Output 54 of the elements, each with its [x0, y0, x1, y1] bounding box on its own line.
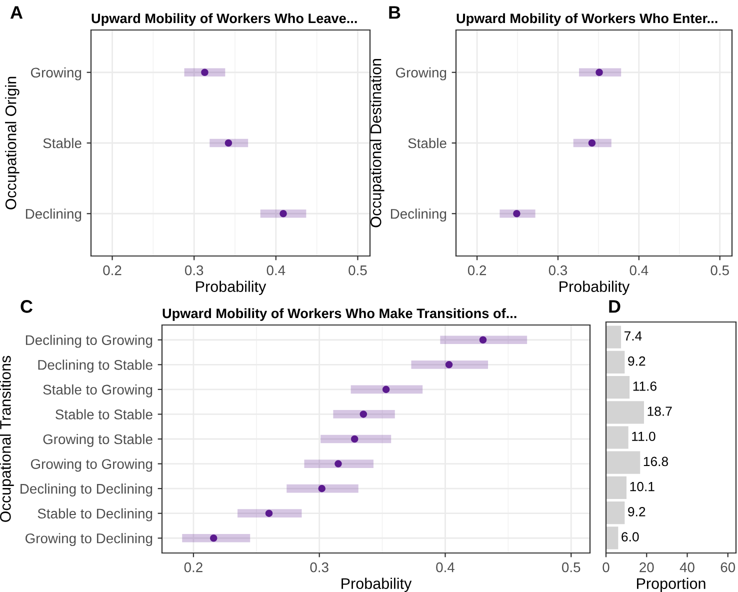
chart-title: Upward Mobility of Workers Who Leave...	[92, 13, 357, 26]
y-tick-label: Declining	[26, 208, 82, 222]
y-tick-label: Declining	[390, 208, 446, 222]
x-axis-title: Probability	[560, 280, 630, 295]
data-label: 6.0	[622, 532, 639, 542]
x-axis-title: Probability	[342, 578, 412, 592]
x-tick-label: 0.2	[103, 265, 122, 276]
x-tick-label: 0.5	[562, 562, 580, 572]
x-tick-label: 40	[680, 562, 694, 572]
y-tick-label: Growing	[396, 67, 446, 80]
data-label: 16.8	[644, 456, 668, 466]
text: B	[389, 6, 400, 19]
chart-title: Upward Mobility of Workers Who Enter...	[456, 13, 718, 26]
x-tick-label: 0.5	[348, 265, 367, 276]
x-tick-label: 0.3	[310, 562, 328, 572]
y-tick-label: Declining to Growing	[26, 334, 152, 348]
y-tick-label: Stable to Stable	[56, 409, 152, 420]
text: D	[609, 300, 620, 313]
x-tick-label: 0.3	[548, 265, 568, 276]
y-tick-label: Declining to Stable	[38, 360, 152, 373]
x-tick-label: 0.2	[468, 265, 486, 276]
x-tick-label: 0.4	[436, 562, 454, 572]
y-tick-label: Growing	[30, 67, 82, 80]
data-label: 18.7	[648, 406, 672, 416]
y-tick-label: Stable to Declining	[38, 508, 152, 522]
y-tick-label: Stable	[43, 138, 82, 148]
x-tick-label: 20	[640, 562, 654, 572]
data-label: 11.0	[632, 432, 656, 442]
chart-title: Upward Mobility of Workers Who Make Transitions of...	[162, 308, 516, 321]
text: A	[10, 6, 23, 19]
data-label: 7.4	[624, 331, 642, 340]
data-label: 10.1	[630, 482, 654, 492]
x-tick-label: 0.2	[184, 562, 202, 572]
y-axis-title: Occupational Transitions	[0, 356, 14, 522]
y-tick-label: Growing to Stable	[43, 434, 152, 447]
x-tick-label: 0.4	[266, 265, 286, 276]
y-tick-label: Stable	[408, 138, 446, 148]
y-tick-label: Growing to Declining	[26, 533, 152, 546]
x-tick-label: 0	[602, 562, 610, 572]
x-tick-label: 60	[720, 562, 736, 572]
y-tick-label: Stable to Growing	[43, 384, 152, 398]
x-axis-title: Probability	[196, 280, 266, 295]
data-label: 11.6	[633, 381, 656, 391]
x-axis-title: Proportion	[637, 578, 706, 592]
x-tick-label: 0.3	[184, 265, 204, 276]
text: C	[20, 300, 33, 313]
x-tick-label: 0.4	[630, 265, 648, 276]
data-label: 9.2	[628, 507, 646, 516]
y-axis-title: Occupational Origin	[5, 76, 20, 210]
x-tick-label: 0.5	[710, 265, 729, 276]
y-tick-label: Declining to Declining	[20, 484, 152, 496]
y-axis-title: Occupational Destination	[370, 59, 384, 228]
data-label: 9.2	[628, 356, 646, 366]
y-tick-label: Growing to Growing	[30, 458, 152, 472]
